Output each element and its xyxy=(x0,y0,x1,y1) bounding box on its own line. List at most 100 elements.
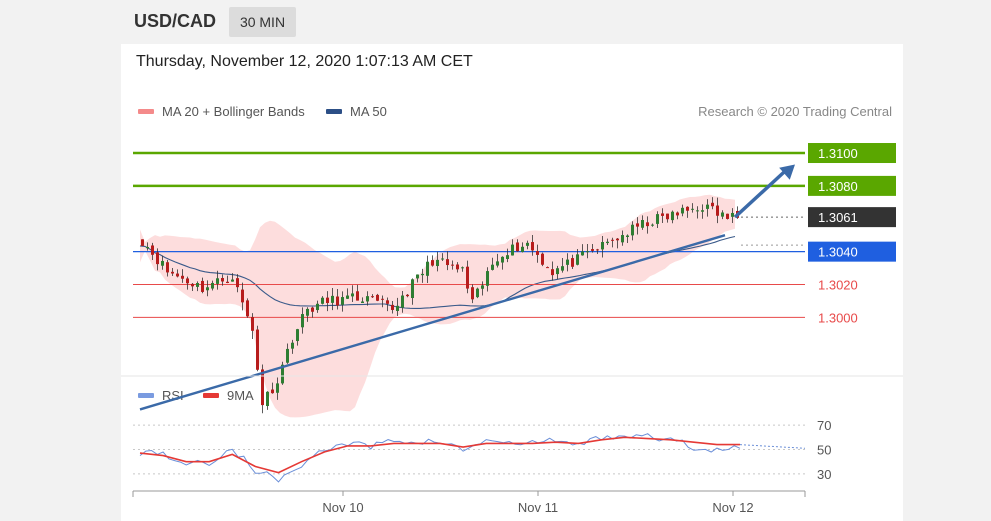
candle-body xyxy=(601,242,604,250)
candle-body xyxy=(151,245,154,255)
candle-body xyxy=(561,266,564,271)
candle xyxy=(721,210,724,220)
candle xyxy=(311,306,314,318)
candle-body xyxy=(421,273,424,276)
candle-body xyxy=(431,260,434,266)
support-trendline xyxy=(139,234,726,411)
candle-body xyxy=(456,264,459,270)
candle xyxy=(356,284,359,301)
candle-body xyxy=(516,242,519,252)
candle-body xyxy=(371,296,374,298)
candle xyxy=(726,213,729,220)
candle xyxy=(171,268,174,276)
candle-body xyxy=(281,364,284,384)
candle-body xyxy=(606,241,609,244)
candle-body xyxy=(686,206,689,211)
candle xyxy=(711,197,714,210)
candle xyxy=(641,215,644,230)
candle xyxy=(141,239,144,247)
candle-body xyxy=(496,261,499,266)
candle-body xyxy=(396,305,399,312)
candle-body xyxy=(266,391,269,407)
level-1-3061-tag xyxy=(808,207,896,228)
candle xyxy=(211,280,214,291)
candle-body xyxy=(681,207,684,214)
candle xyxy=(166,260,169,277)
candle xyxy=(551,261,554,281)
candle-body xyxy=(651,224,654,226)
candle xyxy=(391,301,394,314)
x-tick-label: Nov 12 xyxy=(712,500,753,515)
candle xyxy=(616,237,619,249)
legend-ma50: MA 50 xyxy=(326,104,387,119)
candle xyxy=(251,313,254,339)
projection-arrow-head xyxy=(779,164,795,180)
candle xyxy=(161,255,164,270)
candle-body xyxy=(171,271,174,274)
level-1-3000-label: 1.3000 xyxy=(818,310,858,325)
candle xyxy=(156,248,159,271)
candle-body xyxy=(546,267,549,269)
rsi-swatch xyxy=(138,393,154,398)
candle-body xyxy=(201,280,204,292)
level-1-3040-tag xyxy=(808,241,896,262)
legend-rsi-ma: 9MA xyxy=(203,388,254,403)
chart-panel: USD/CAD 30 MIN Thursday, November 12, 20… xyxy=(121,0,903,521)
candle-body xyxy=(251,317,254,331)
candle-body xyxy=(491,264,494,270)
candle xyxy=(656,211,659,228)
candle-body xyxy=(636,223,639,227)
candle xyxy=(706,199,709,217)
candle-body xyxy=(641,220,644,228)
rsi-tick-30: 30 xyxy=(817,467,831,482)
candle xyxy=(331,288,334,311)
candle-body xyxy=(631,224,634,236)
candle-body xyxy=(236,278,239,288)
interval-button[interactable]: 30 MIN xyxy=(229,7,296,37)
rsi-ma-swatch xyxy=(203,393,219,398)
candle-body xyxy=(556,268,559,275)
candle xyxy=(601,235,604,258)
candle-body xyxy=(526,242,529,246)
candle xyxy=(386,297,389,312)
candle-body xyxy=(666,213,669,220)
candle-body xyxy=(381,298,384,300)
candle-body xyxy=(581,251,584,256)
candle xyxy=(556,265,559,280)
candle-body xyxy=(391,304,394,310)
candle xyxy=(316,300,319,313)
candle xyxy=(456,262,459,273)
candle-body xyxy=(416,274,419,279)
candle-body xyxy=(451,264,454,266)
ma50-swatch xyxy=(326,109,342,114)
candle-body xyxy=(271,389,274,394)
candle xyxy=(446,251,449,271)
candle-body xyxy=(531,242,534,251)
candle xyxy=(701,204,704,219)
candle-body xyxy=(241,289,244,303)
candle xyxy=(361,297,364,304)
candle xyxy=(491,257,494,271)
candle-body xyxy=(366,296,369,302)
candle-body xyxy=(191,283,194,287)
candle-body xyxy=(521,246,524,252)
timestamp: Thursday, November 12, 2020 1:07:13 AM C… xyxy=(136,53,473,70)
projection-arrow-shaft xyxy=(733,166,791,219)
candle-body xyxy=(256,329,259,370)
candle xyxy=(536,244,539,263)
candle-body xyxy=(166,262,169,273)
candle xyxy=(511,239,514,256)
candle xyxy=(541,252,544,267)
candle-body xyxy=(506,255,509,259)
candle-body xyxy=(301,314,304,328)
level-1-3020-label: 1.3020 xyxy=(818,278,858,293)
candle xyxy=(246,298,249,318)
candle xyxy=(451,260,454,270)
level-1-3080-tag xyxy=(808,175,896,196)
candle-body xyxy=(176,273,179,277)
candle xyxy=(266,391,269,410)
candle-body xyxy=(721,212,724,217)
candle-body xyxy=(471,287,474,300)
candle xyxy=(281,361,284,385)
candle-body xyxy=(701,210,704,212)
